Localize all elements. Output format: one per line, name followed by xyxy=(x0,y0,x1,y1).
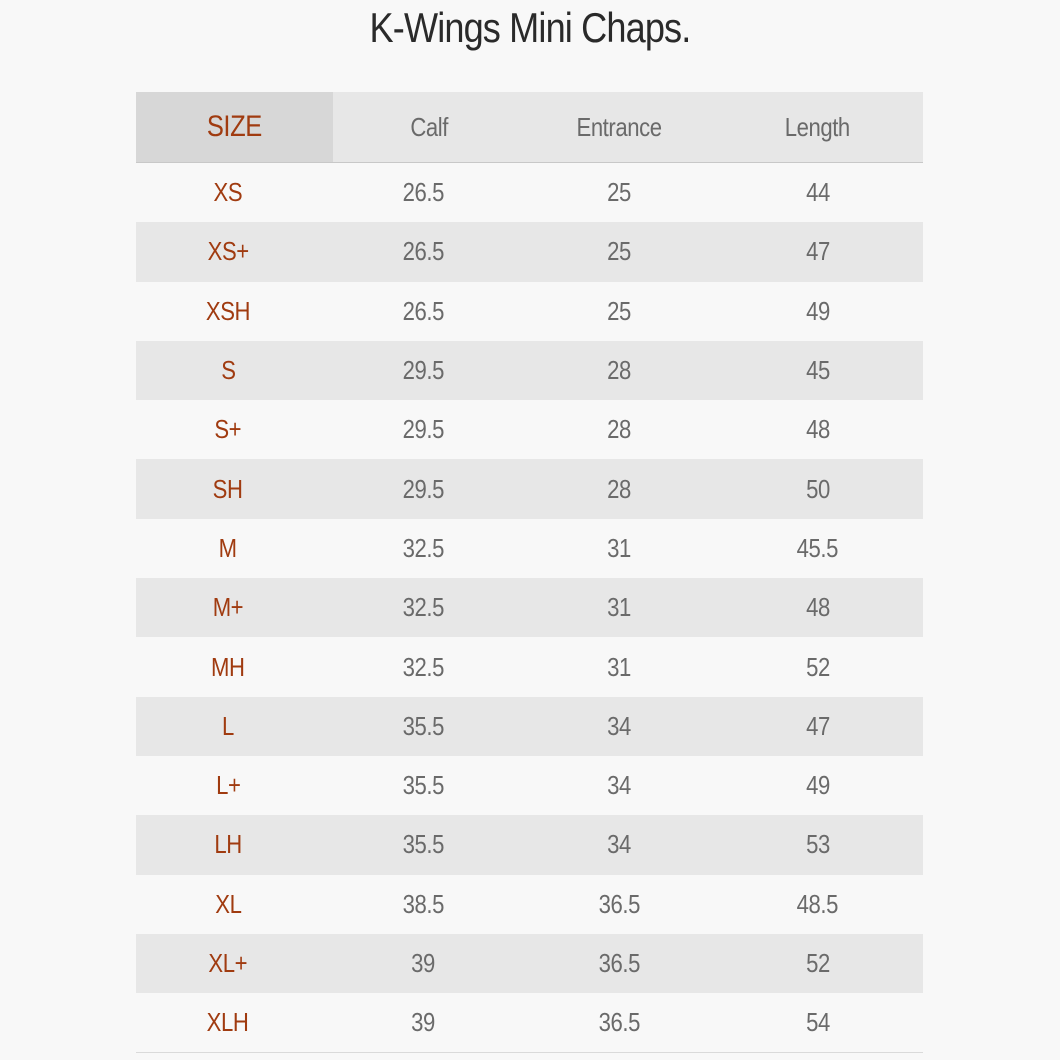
cell-calf: 32.5 xyxy=(402,651,444,682)
cell-calf: 38.5 xyxy=(402,888,444,919)
cell-size: L+ xyxy=(215,770,241,801)
cell-calf: 29.5 xyxy=(402,473,444,504)
cell-size: MH xyxy=(211,651,245,682)
cell-entrance: 28 xyxy=(607,355,631,386)
table-row: M 32.5 31 45.5 xyxy=(136,519,923,578)
cell-entrance: 31 xyxy=(607,651,631,682)
cell-size: S+ xyxy=(214,414,242,445)
table-row: XS 26.5 25 44 xyxy=(136,163,923,222)
header-entrance: Entrance xyxy=(576,111,662,142)
table-row: XL 38.5 36.5 48.5 xyxy=(136,875,923,934)
cell-length: 54 xyxy=(805,1007,830,1038)
cell-size: XLH xyxy=(207,1007,249,1038)
cell-length: 53 xyxy=(805,829,830,860)
cell-length: 49 xyxy=(805,770,830,801)
cell-size: SH xyxy=(213,473,243,504)
cell-length: 47 xyxy=(805,236,830,267)
cell-entrance: 31 xyxy=(607,532,631,563)
page-title: K-Wings Mini Chaps. xyxy=(369,4,692,51)
table-row: XLH 39 36.5 54 xyxy=(136,993,923,1054)
cell-length: 49 xyxy=(805,295,830,326)
table-body: XS 26.5 25 44 XS+ 26.5 25 47 XSH 26.5 25 49 S 29.5 28 4… xyxy=(136,163,923,1054)
table-row: SH 29.5 28 50 xyxy=(136,459,923,519)
cell-size: LH xyxy=(214,829,242,860)
cell-size: XS xyxy=(213,177,243,208)
table-row: S 29.5 28 45 xyxy=(136,340,923,401)
table-row: XL+ 39 36.5 52 xyxy=(136,933,923,994)
cell-length: 47 xyxy=(805,710,830,741)
cell-entrance: 36.5 xyxy=(598,888,640,919)
cell-calf: 39 xyxy=(411,1007,435,1038)
cell-length: 48 xyxy=(805,414,830,445)
cell-calf: 32.5 xyxy=(402,532,444,563)
cell-calf: 26.5 xyxy=(402,177,444,208)
table-header-row: SIZE Calf Entrance Length xyxy=(136,92,923,163)
cell-size: XS+ xyxy=(207,236,249,267)
cell-entrance: 34 xyxy=(607,710,631,741)
cell-calf: 32.5 xyxy=(402,592,444,623)
cell-entrance: 28 xyxy=(607,414,631,445)
cell-entrance: 36.5 xyxy=(598,1007,640,1038)
cell-entrance: 34 xyxy=(607,829,631,860)
cell-size: L xyxy=(222,710,234,741)
size-chart-table: SIZE Calf Entrance Length XS 26.5 25 44 XS+ 2… xyxy=(136,92,923,1054)
header-size: SIZE xyxy=(136,92,333,162)
table-row: XS+ 26.5 25 47 xyxy=(136,222,923,282)
table-row: L+ 35.5 34 49 xyxy=(136,756,923,815)
cell-entrance: 25 xyxy=(607,236,631,267)
cell-entrance: 36.5 xyxy=(598,948,640,978)
cell-entrance: 31 xyxy=(607,592,631,623)
cell-size: XL xyxy=(214,888,242,919)
table-row: M+ 32.5 31 48 xyxy=(136,578,923,638)
cell-length: 48 xyxy=(805,592,830,623)
table-row: MH 32.5 31 52 xyxy=(136,637,923,696)
cell-length: 45.5 xyxy=(796,532,839,563)
table-row: XSH 26.5 25 49 xyxy=(136,282,923,341)
cell-entrance: 25 xyxy=(607,295,631,326)
cell-length: 50 xyxy=(805,473,830,504)
cell-calf: 39 xyxy=(411,948,435,978)
cell-calf: 29.5 xyxy=(402,414,444,445)
cell-entrance: 34 xyxy=(607,770,631,801)
cell-calf: 35.5 xyxy=(402,829,444,860)
cell-calf: 26.5 xyxy=(402,295,444,326)
table-row: L 35.5 34 47 xyxy=(136,696,923,756)
table-row: S+ 29.5 28 48 xyxy=(136,400,923,459)
cell-size: S xyxy=(220,355,236,386)
cell-length: 48.5 xyxy=(796,888,839,919)
header-calf: Calf xyxy=(410,111,449,142)
cell-calf: 35.5 xyxy=(402,770,444,801)
cell-length: 44 xyxy=(805,177,830,208)
cell-length: 52 xyxy=(805,651,830,682)
cell-calf: 29.5 xyxy=(402,355,444,386)
cell-entrance: 25 xyxy=(607,177,631,208)
cell-calf: 35.5 xyxy=(402,710,444,741)
header-length: Length xyxy=(784,111,851,142)
cell-size: M+ xyxy=(212,592,244,623)
cell-length: 45 xyxy=(805,355,830,386)
cell-calf: 26.5 xyxy=(402,236,444,267)
table-row: LH 35.5 34 53 xyxy=(136,815,923,875)
cell-length: 52 xyxy=(805,948,830,978)
cell-size: XL+ xyxy=(208,948,248,978)
cell-size: M xyxy=(218,532,237,563)
cell-entrance: 28 xyxy=(607,473,631,504)
cell-size: XSH xyxy=(205,295,251,326)
